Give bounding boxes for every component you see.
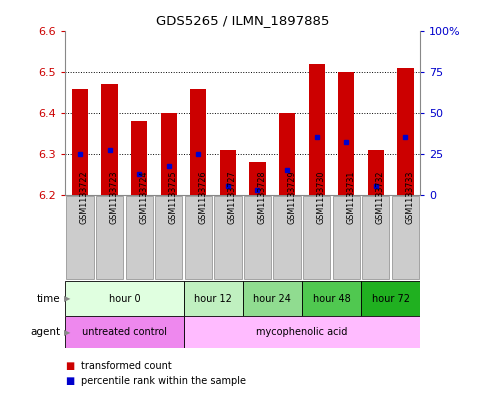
Text: hour 72: hour 72 <box>371 294 410 304</box>
Text: hour 48: hour 48 <box>313 294 350 304</box>
Bar <box>333 196 360 279</box>
Text: GDS5265 / ILMN_1897885: GDS5265 / ILMN_1897885 <box>156 14 329 27</box>
Text: GSM1133726: GSM1133726 <box>199 171 207 224</box>
Text: hour 24: hour 24 <box>254 294 291 304</box>
Bar <box>309 64 325 195</box>
Bar <box>398 68 413 195</box>
Text: hour 0: hour 0 <box>109 294 140 304</box>
Bar <box>72 88 88 195</box>
Bar <box>65 316 184 348</box>
Bar <box>96 196 123 279</box>
Bar <box>184 316 420 348</box>
Bar <box>392 196 419 279</box>
Bar <box>303 196 330 279</box>
Text: ▶: ▶ <box>64 294 71 303</box>
Bar <box>220 150 236 195</box>
Bar <box>214 196 242 279</box>
Bar <box>244 196 271 279</box>
Bar <box>362 196 389 279</box>
Text: ▶: ▶ <box>64 328 71 336</box>
Text: GSM1133728: GSM1133728 <box>257 171 267 224</box>
Text: hour 12: hour 12 <box>194 294 232 304</box>
Text: GSM1133733: GSM1133733 <box>405 171 414 224</box>
Bar <box>368 150 384 195</box>
Text: mycophenolic acid: mycophenolic acid <box>256 327 348 337</box>
Text: time: time <box>37 294 60 304</box>
Bar <box>273 196 301 279</box>
Text: ■: ■ <box>65 376 74 386</box>
Bar <box>338 72 355 195</box>
Bar <box>101 84 118 195</box>
Bar <box>279 113 295 195</box>
Bar <box>126 196 153 279</box>
Bar <box>190 88 206 195</box>
Text: GSM1133727: GSM1133727 <box>228 170 237 224</box>
Text: GSM1133725: GSM1133725 <box>169 170 178 224</box>
Text: GSM1133732: GSM1133732 <box>376 171 385 224</box>
Bar <box>161 113 177 195</box>
Bar <box>185 196 212 279</box>
Text: percentile rank within the sample: percentile rank within the sample <box>81 376 246 386</box>
Bar <box>66 196 94 279</box>
Text: GSM1133730: GSM1133730 <box>317 171 326 224</box>
Bar <box>65 281 184 316</box>
Bar <box>249 162 266 195</box>
Text: GSM1133731: GSM1133731 <box>346 171 355 224</box>
Bar <box>155 196 183 279</box>
Bar <box>361 281 420 316</box>
Text: GSM1133722: GSM1133722 <box>80 170 89 224</box>
Text: ■: ■ <box>65 361 74 371</box>
Text: GSM1133723: GSM1133723 <box>110 171 119 224</box>
Bar <box>242 281 302 316</box>
Text: agent: agent <box>30 327 60 337</box>
Text: untreated control: untreated control <box>82 327 167 337</box>
Text: GSM1133729: GSM1133729 <box>287 170 296 224</box>
Bar <box>131 121 147 195</box>
Text: GSM1133724: GSM1133724 <box>139 171 148 224</box>
Text: transformed count: transformed count <box>81 361 171 371</box>
Bar <box>302 281 361 316</box>
Bar <box>184 281 242 316</box>
